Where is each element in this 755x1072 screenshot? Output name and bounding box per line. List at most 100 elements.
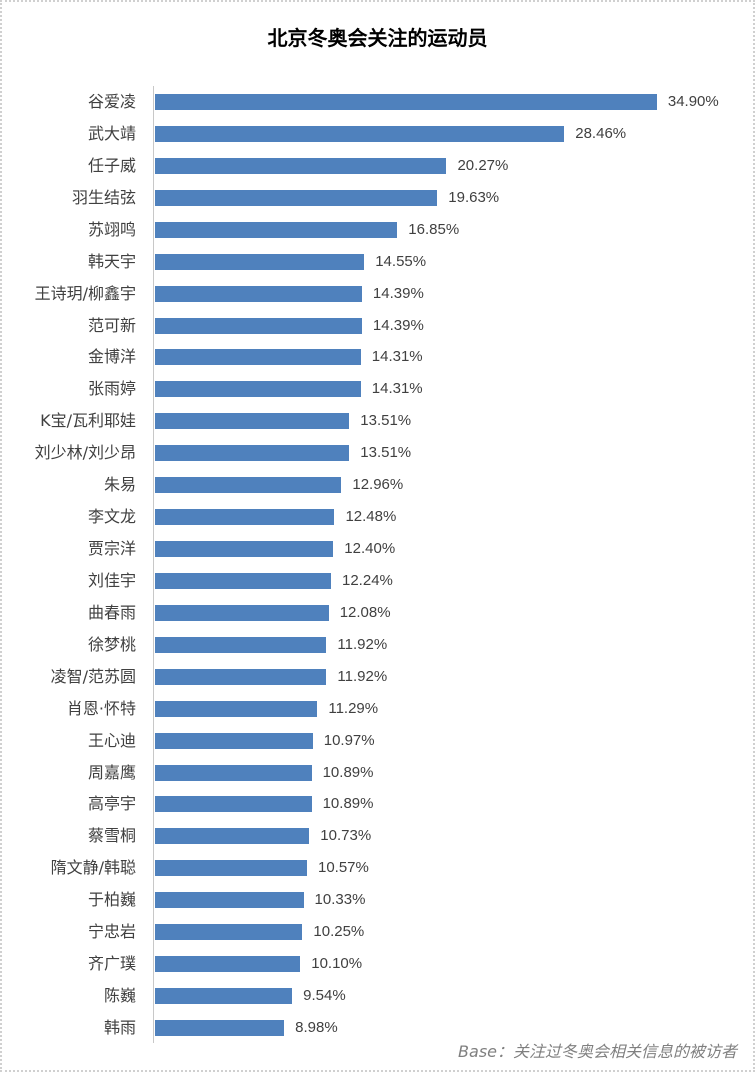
bar-row: 徐梦桃 11.92% bbox=[0, 629, 755, 661]
bar-row: 羽生结弦 19.63% bbox=[0, 182, 755, 214]
category-label: 苏翊鸣 bbox=[87, 219, 136, 239]
bar-row: 刘佳宇 12.24% bbox=[0, 565, 755, 597]
category-label: 刘佳宇 bbox=[87, 570, 136, 590]
value-label: 12.48% bbox=[345, 508, 397, 526]
category-label: 张雨婷 bbox=[87, 379, 136, 399]
category-label: 齐广璞 bbox=[87, 954, 136, 974]
bar-row: 曲春雨 12.08% bbox=[0, 597, 755, 629]
value-label: 14.31% bbox=[371, 348, 423, 366]
value-label: 13.51% bbox=[360, 412, 412, 430]
value-label: 12.08% bbox=[339, 603, 391, 621]
bar bbox=[155, 253, 365, 270]
category-axis-line bbox=[153, 86, 154, 1043]
value-label: 12.40% bbox=[344, 540, 396, 558]
value-label: 16.85% bbox=[408, 220, 460, 238]
bar bbox=[155, 509, 335, 526]
value-label: 10.73% bbox=[320, 827, 372, 845]
bar-row: 金博洋 14.31% bbox=[0, 341, 755, 373]
bar-row: 朱易 12.96% bbox=[0, 469, 755, 501]
category-label: K宝/瓦利耶娃 bbox=[40, 411, 136, 431]
category-label: 蔡雪桐 bbox=[87, 826, 136, 846]
bar bbox=[155, 828, 310, 845]
value-label: 10.10% bbox=[311, 955, 363, 973]
bar-row: 韩天宇 14.55% bbox=[0, 246, 755, 278]
bar-row: 高亭宇 10.89% bbox=[0, 788, 755, 820]
value-label: 28.46% bbox=[575, 124, 627, 142]
bar bbox=[155, 1019, 285, 1036]
value-label: 9.54% bbox=[303, 987, 346, 1005]
bar bbox=[155, 285, 362, 302]
value-label: 20.27% bbox=[457, 156, 509, 174]
bar-row: 谷爱凌 34.90% bbox=[0, 86, 755, 118]
category-label: 高亭宇 bbox=[87, 794, 136, 814]
bar bbox=[155, 189, 438, 206]
bar-row: 武大靖 28.46% bbox=[0, 118, 755, 150]
bar bbox=[155, 764, 312, 781]
bar-row: 张雨婷 14.31% bbox=[0, 373, 755, 405]
bar bbox=[155, 221, 398, 238]
value-label: 10.57% bbox=[317, 859, 369, 877]
value-label: 10.89% bbox=[322, 763, 374, 781]
bar-row: 陈巍 9.54% bbox=[0, 980, 755, 1012]
bar bbox=[155, 988, 293, 1005]
bar bbox=[155, 413, 350, 430]
bar bbox=[155, 541, 334, 558]
category-label: 徐梦桃 bbox=[87, 634, 136, 654]
bar bbox=[155, 924, 303, 941]
value-label: 34.90% bbox=[667, 93, 719, 110]
value-label: 14.31% bbox=[371, 380, 423, 398]
category-label: 宁忠岩 bbox=[87, 922, 136, 942]
bar bbox=[155, 572, 331, 589]
bar-row: 苏翊鸣 16.85% bbox=[0, 214, 755, 246]
value-label: 19.63% bbox=[448, 188, 500, 206]
bar-row: 齐广璞 10.10% bbox=[0, 948, 755, 980]
value-label: 10.33% bbox=[314, 891, 366, 909]
bar-row: 韩雨 8.98% bbox=[0, 1012, 755, 1044]
bar bbox=[155, 317, 362, 334]
chart-title: 北京冬奥会关注的运动员 bbox=[267, 26, 488, 50]
category-label: 隋文静/韩聪 bbox=[50, 858, 136, 878]
bar bbox=[155, 860, 307, 877]
category-label: 曲春雨 bbox=[87, 602, 136, 622]
category-label: 陈巍 bbox=[103, 986, 136, 1006]
bar-row: 于柏巍 10.33% bbox=[0, 884, 755, 916]
category-label: 谷爱凌 bbox=[87, 92, 136, 111]
bar-row: 宁忠岩 10.25% bbox=[0, 916, 755, 948]
bar bbox=[155, 157, 447, 174]
category-label: 范可新 bbox=[87, 315, 136, 335]
bar bbox=[155, 349, 361, 366]
bar bbox=[155, 477, 342, 494]
bar bbox=[155, 381, 361, 398]
bar-row: 范可新 14.39% bbox=[0, 310, 755, 342]
category-label: 金博洋 bbox=[87, 347, 136, 367]
bar bbox=[155, 668, 327, 685]
category-label: 韩天宇 bbox=[87, 251, 136, 271]
category-label: 刘少林/刘少昂 bbox=[34, 443, 136, 463]
bar bbox=[155, 892, 304, 909]
bar-row: 贾宗洋 12.40% bbox=[0, 533, 755, 565]
value-label: 13.51% bbox=[360, 444, 412, 462]
value-label: 10.89% bbox=[322, 795, 374, 813]
value-label: 14.39% bbox=[372, 284, 424, 302]
category-label: 贾宗洋 bbox=[87, 539, 136, 559]
value-label: 12.24% bbox=[342, 571, 393, 589]
category-label: 于柏巍 bbox=[87, 890, 136, 910]
value-label: 10.97% bbox=[323, 731, 375, 749]
bar-row: 王诗玥/柳鑫宇 14.39% bbox=[0, 278, 755, 310]
bar-row: 周嘉鹰 10.89% bbox=[0, 757, 755, 789]
value-label: 8.98% bbox=[295, 1018, 338, 1036]
bar-row: 王心迪 10.97% bbox=[0, 725, 755, 757]
category-label: 韩雨 bbox=[103, 1017, 136, 1037]
bar-row: 隋文静/韩聪 10.57% bbox=[0, 852, 755, 884]
bar-row: 凌智/范苏圆 11.92% bbox=[0, 661, 755, 693]
category-label: 李文龙 bbox=[87, 507, 136, 527]
bar-row: 蔡雪桐 10.73% bbox=[0, 820, 755, 852]
bar bbox=[155, 732, 313, 749]
bar bbox=[155, 796, 312, 813]
value-label: 14.55% bbox=[375, 252, 427, 270]
category-label: 周嘉鹰 bbox=[87, 762, 136, 782]
bar bbox=[155, 604, 329, 621]
bar-row: 李文龙 12.48% bbox=[0, 501, 755, 533]
bar bbox=[155, 94, 657, 110]
